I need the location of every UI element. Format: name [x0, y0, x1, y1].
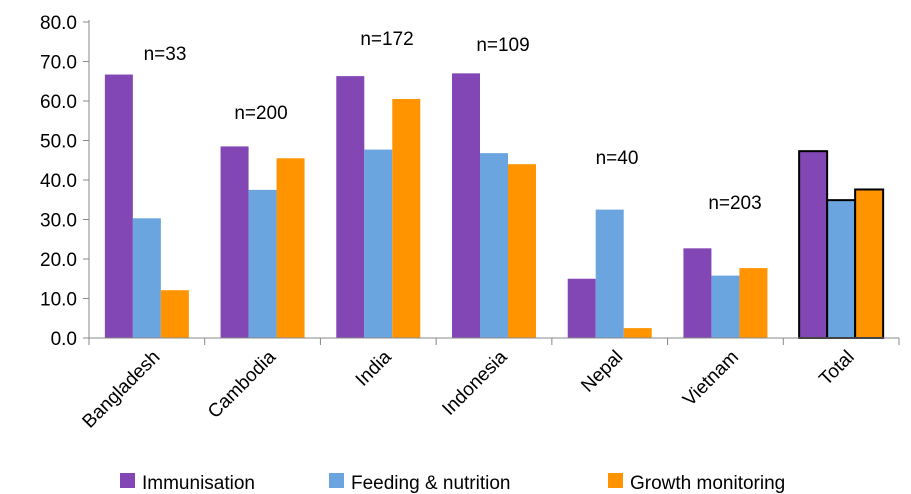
- y-tick-label: 30.0: [40, 211, 77, 232]
- bar-india-2: [364, 149, 393, 338]
- legend-swatch: [608, 473, 623, 488]
- bar-vietnam-1: [683, 248, 712, 338]
- x-tick-label: Bangladesh: [79, 347, 165, 433]
- bar-bangladesh-3: [160, 290, 189, 338]
- bar-nepal-3: [623, 328, 652, 338]
- sample-size-label: n=203: [708, 193, 761, 214]
- legend: Immunisation Feeding & nutrition Growth mo…: [120, 473, 785, 494]
- bar-bangladesh-1: [104, 74, 133, 338]
- bar-total-3: [854, 188, 885, 339]
- x-tick-label: Vietnam: [679, 347, 743, 411]
- bar-vietnam-2: [711, 275, 740, 338]
- legend-swatch: [329, 473, 344, 488]
- y-tick-label: 80.0: [40, 13, 77, 34]
- bar-indonesia-3: [508, 164, 536, 338]
- bar-vietnam-3: [739, 268, 768, 338]
- sample-size-label: n=109: [476, 35, 529, 56]
- x-axis: Bangladesh Cambodia India Indonesia Nepal Vie…: [79, 337, 900, 433]
- bar-total-2: [826, 199, 857, 339]
- bar-india-3: [392, 99, 421, 339]
- legend-label: Feeding & nutrition: [351, 473, 511, 494]
- bar-nepal-2: [595, 209, 624, 338]
- y-tick-label: 50.0: [40, 132, 77, 153]
- bar-nepal-1: [567, 278, 596, 338]
- y-tick-label: 70.0: [40, 53, 77, 74]
- x-tick-label: Cambodia: [204, 346, 280, 422]
- bar-bangladesh-2: [132, 218, 161, 338]
- bar-indonesia-2: [480, 153, 508, 338]
- y-tick-label: 40.0: [40, 171, 77, 192]
- x-tick-label: Indonesia: [438, 346, 511, 419]
- legend-swatch: [120, 473, 135, 488]
- bar-india-1: [336, 76, 365, 339]
- bar-cambodia-1: [220, 146, 249, 338]
- bar-cambodia-3: [276, 158, 305, 338]
- x-tick-label: Total: [815, 347, 858, 390]
- y-axis: 0.0 10.0 20.0 30.0 40.0 50.0 60.0 70.0 80.0: [40, 13, 90, 350]
- bar-indonesia-1: [452, 73, 480, 338]
- y-tick-label: 20.0: [40, 250, 77, 271]
- sample-size-label: n=172: [360, 29, 413, 50]
- sample-size-label: n=33: [144, 44, 187, 65]
- legend-label: Growth monitoring: [630, 473, 785, 494]
- n-labels: n=33 n=200 n=172 n=109 n=40 n=203: [144, 29, 762, 214]
- bar-cambodia-2: [248, 189, 277, 338]
- y-tick-label: 0.0: [51, 329, 77, 350]
- sample-size-label: n=200: [234, 103, 287, 124]
- bars: [104, 73, 885, 339]
- x-tick-label: India: [352, 346, 396, 390]
- y-tick-label: 60.0: [40, 92, 77, 113]
- x-tick-label: Nepal: [577, 347, 627, 397]
- bar-total-1: [798, 150, 829, 339]
- legend-label: Immunisation: [142, 473, 255, 494]
- sample-size-label: n=40: [596, 148, 639, 169]
- y-tick-label: 10.0: [40, 290, 77, 311]
